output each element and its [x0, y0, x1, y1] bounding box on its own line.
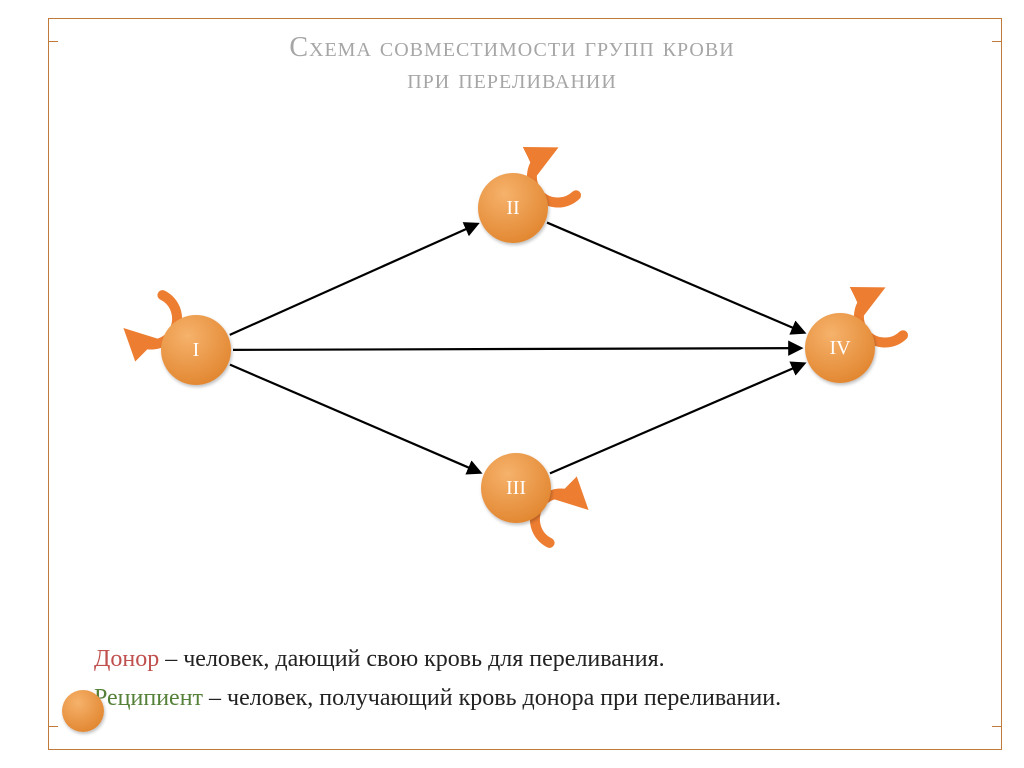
legend-swatch: [62, 690, 104, 732]
node-II: II: [478, 173, 548, 243]
definitions: Донор – человек, дающий свою кровь для п…: [72, 643, 972, 720]
recipient-term: Реципиент: [94, 685, 203, 711]
node-I: I: [161, 315, 231, 385]
recipient-text: – человек, получающий кровь донора при п…: [203, 685, 781, 711]
donor-definition: Донор – человек, дающий свою кровь для п…: [72, 643, 972, 675]
edge-II-IV: [547, 223, 804, 333]
edge-I-IV: [233, 348, 801, 350]
edge-I-II: [230, 224, 478, 335]
edge-I-III: [230, 365, 480, 473]
recipient-definition: Реципиент – человек, получающий кровь до…: [72, 682, 972, 714]
edge-III-IV: [550, 363, 804, 473]
node-III: III: [481, 453, 551, 523]
donor-term: Донор: [94, 646, 159, 672]
donor-text: – человек, дающий свою кровь для перелив…: [159, 646, 664, 672]
node-IV: IV: [805, 313, 875, 383]
